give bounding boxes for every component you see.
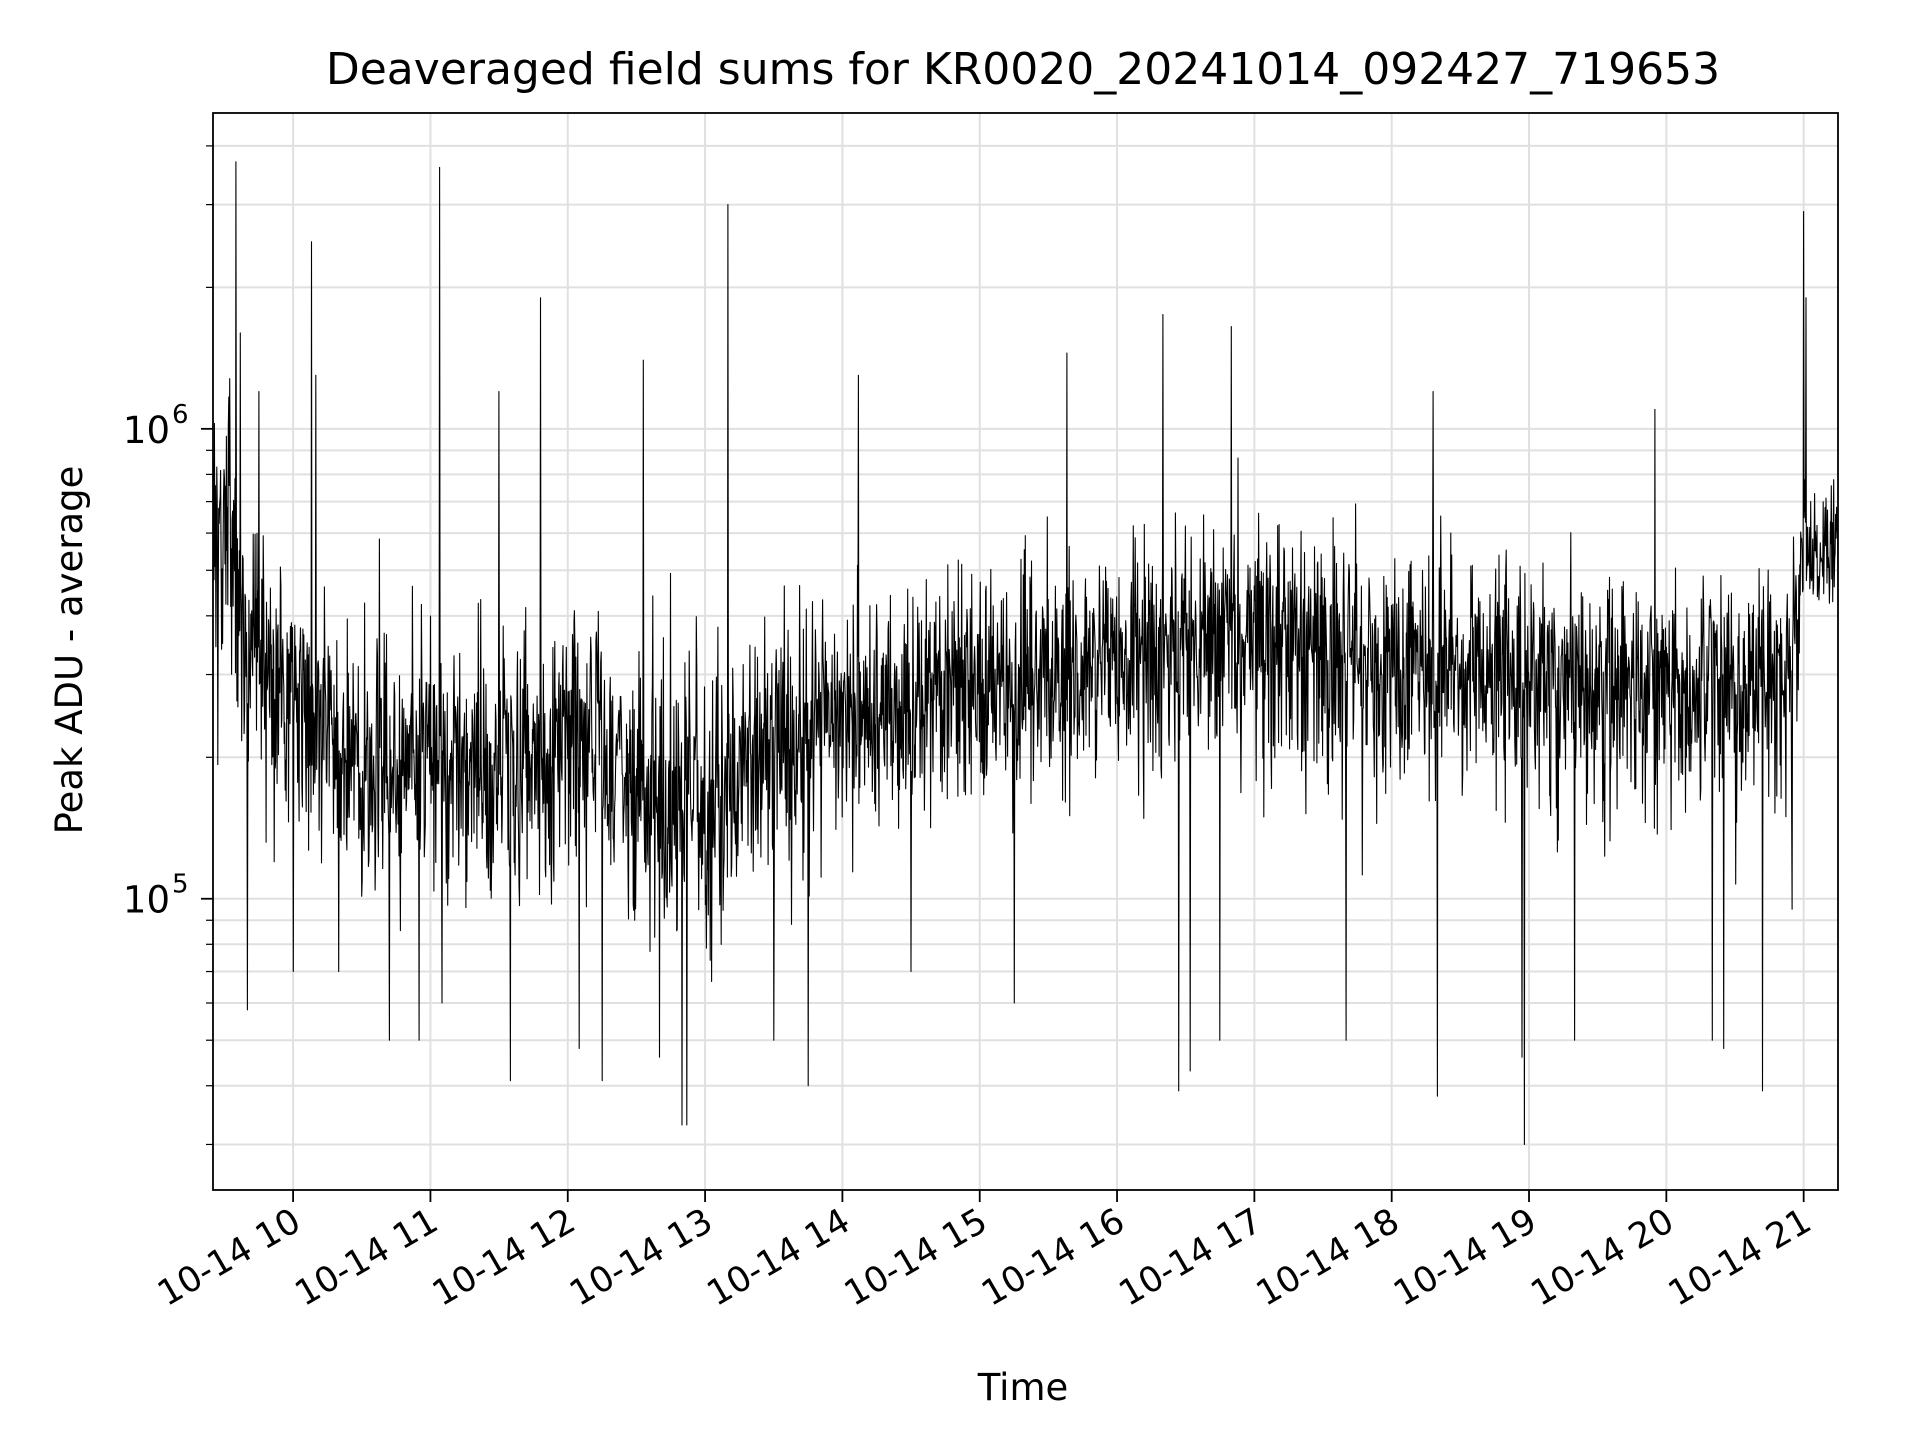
series-line (212, 161, 1839, 1146)
y-tick-label-base: 10 (123, 879, 170, 922)
data-series (212, 161, 1839, 1146)
y-tick-label: 10 6 (123, 400, 189, 452)
y-tick-label-exponent: 6 (172, 400, 189, 430)
y-tick-label-base: 10 (123, 409, 170, 452)
x-axis-label: Time (977, 1366, 1069, 1409)
plot-frame (212, 112, 1839, 1191)
chart-title: Deaveraged field sums for KR0020_2024101… (326, 44, 1720, 95)
y-axis-label: Peak ADU - average (48, 466, 91, 835)
y-tick-label: 10 5 (123, 870, 189, 922)
y-tick-label-exponent: 5 (172, 870, 189, 900)
